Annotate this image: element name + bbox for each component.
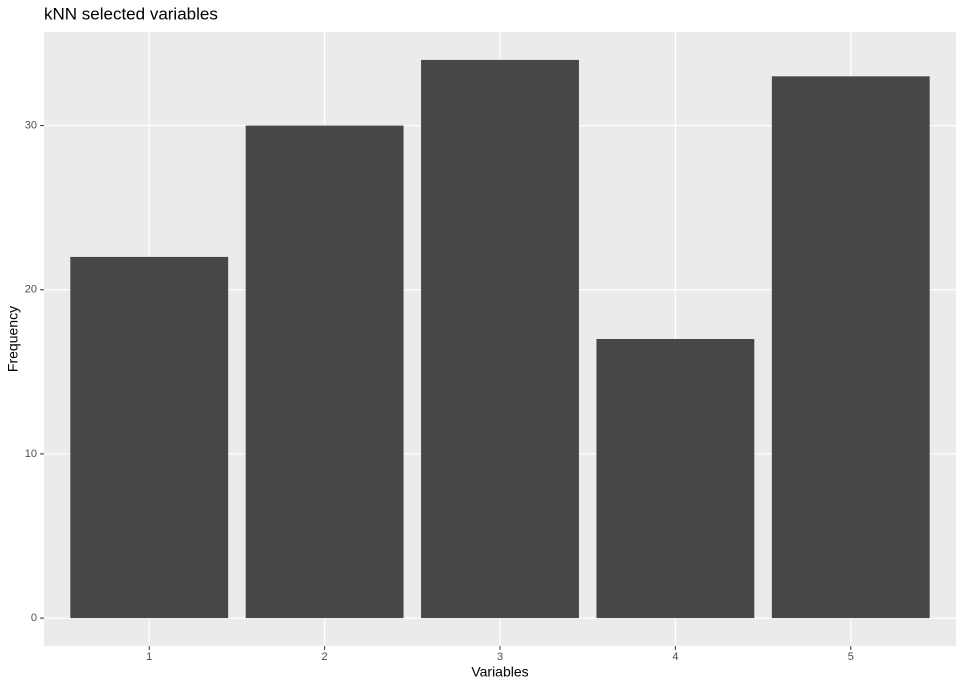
y-tick-label: 10 [25,448,37,460]
x-tick-label: 5 [848,651,854,663]
y-tick-label: 0 [31,612,37,624]
x-tick-label: 4 [672,651,678,663]
bar [421,59,579,619]
bar [771,76,930,619]
y-axis-title: Frequency [5,306,21,372]
y-tick-label: 30 [25,119,37,131]
chart-title: kNN selected variables [44,4,218,23]
x-axis-title: Variables [471,664,528,680]
bar [596,339,755,619]
bar [70,256,229,619]
x-tick-label: 3 [497,651,503,663]
x-tick-label: 1 [146,651,152,663]
y-tick-label: 20 [25,284,37,296]
x-tick-label: 2 [322,651,328,663]
bar [245,125,404,619]
